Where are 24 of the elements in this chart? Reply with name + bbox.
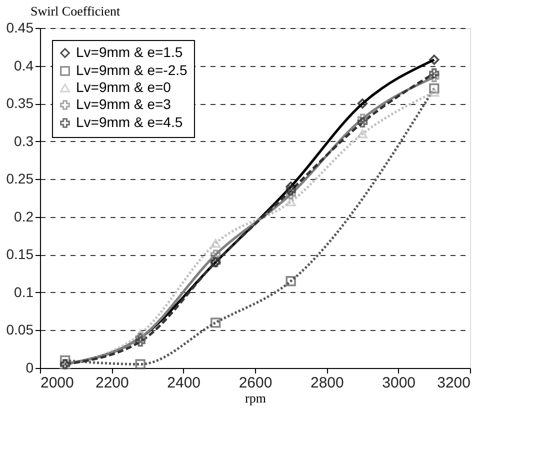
y-tick-label: 0.2 <box>14 208 34 224</box>
y-tick-label: 0.35 <box>6 95 34 112</box>
legend-label: Lv=9mm & e=3 <box>76 96 172 112</box>
legend-label: Lv=9mm & e=1.5 <box>76 44 183 60</box>
y-tick-label: 0.15 <box>6 246 34 262</box>
x-tick-label: 3200 <box>437 374 470 392</box>
legend-label: Lv=9mm & e=-2.5 <box>76 62 188 78</box>
y-tick-label: 0.45 <box>6 20 34 36</box>
legend-label: Lv=9mm & e=0 <box>76 79 172 95</box>
x-tick-label: 2000 <box>40 374 74 392</box>
x-tick-label: 2400 <box>167 374 201 392</box>
y-tick-label: 0.05 <box>6 322 34 338</box>
x-tick-label: 2200 <box>95 374 129 392</box>
x-tick-label: 2600 <box>238 374 272 392</box>
x-axis-title: rpm <box>245 390 266 406</box>
y-tick-label: 0.3 <box>14 132 34 149</box>
y-tick-label: 0.4 <box>14 57 34 74</box>
y-tick-label: 0.1 <box>14 284 34 300</box>
x-tick-label: 3000 <box>382 374 416 392</box>
x-tick-label: 2800 <box>310 374 344 392</box>
legend-label: Lv=9mm & e=4.5 <box>76 114 183 130</box>
y-tick-label: 0 <box>26 360 34 376</box>
y-axis-title: Swirl Coefficient <box>30 4 121 18</box>
y-tick-label: 0.25 <box>6 170 34 187</box>
